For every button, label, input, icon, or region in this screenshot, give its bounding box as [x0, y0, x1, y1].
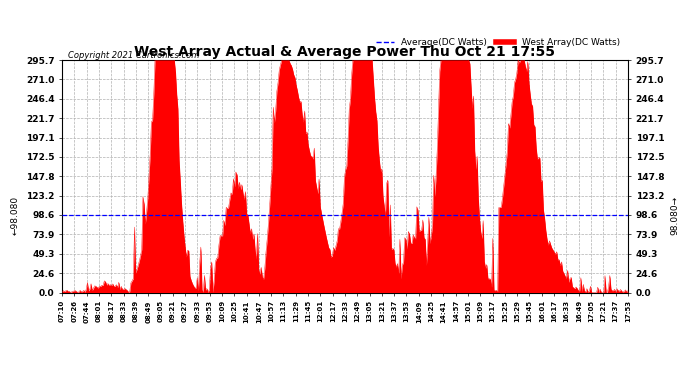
Text: 98.080→: 98.080→: [670, 196, 680, 235]
Text: Copyright 2021 Cartronics.com: Copyright 2021 Cartronics.com: [68, 51, 199, 60]
Title: West Array Actual & Average Power Thu Oct 21 17:55: West Array Actual & Average Power Thu Oc…: [135, 45, 555, 59]
Legend: Average(DC Watts), West Array(DC Watts): Average(DC Watts), West Array(DC Watts): [373, 34, 623, 51]
Text: ←98.080: ←98.080: [10, 196, 19, 235]
